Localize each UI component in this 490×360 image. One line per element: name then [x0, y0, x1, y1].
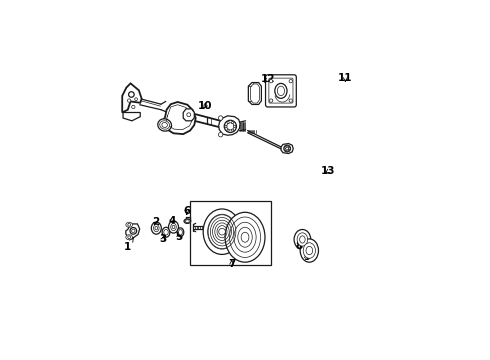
Circle shape [284, 145, 291, 152]
Ellipse shape [177, 228, 184, 237]
Ellipse shape [294, 229, 311, 249]
Ellipse shape [162, 122, 168, 127]
Circle shape [270, 80, 273, 83]
Text: 8: 8 [295, 240, 303, 251]
Ellipse shape [208, 214, 237, 249]
Ellipse shape [203, 209, 241, 255]
Circle shape [128, 236, 130, 239]
Ellipse shape [153, 225, 159, 232]
Ellipse shape [155, 226, 158, 230]
Circle shape [289, 80, 293, 83]
FancyBboxPatch shape [266, 75, 296, 107]
Ellipse shape [171, 223, 176, 231]
Circle shape [285, 149, 286, 151]
Ellipse shape [225, 212, 265, 262]
Ellipse shape [172, 225, 175, 229]
Circle shape [127, 99, 131, 102]
Text: 7: 7 [228, 258, 235, 269]
Ellipse shape [158, 119, 172, 131]
Text: 3: 3 [160, 234, 167, 244]
Text: 13: 13 [321, 166, 336, 176]
Polygon shape [183, 109, 195, 121]
Circle shape [224, 120, 237, 132]
Circle shape [287, 145, 289, 147]
Text: 4: 4 [169, 216, 176, 226]
Bar [190, 201, 271, 265]
Circle shape [227, 123, 234, 130]
Ellipse shape [277, 86, 285, 96]
Circle shape [287, 150, 289, 152]
Circle shape [231, 121, 234, 123]
Circle shape [135, 98, 138, 100]
Circle shape [234, 125, 236, 127]
FancyBboxPatch shape [269, 78, 293, 103]
Circle shape [286, 147, 289, 150]
Ellipse shape [275, 84, 287, 98]
Polygon shape [123, 112, 140, 121]
Circle shape [227, 129, 229, 131]
Ellipse shape [300, 236, 305, 243]
Circle shape [132, 105, 135, 109]
Ellipse shape [184, 219, 191, 223]
Circle shape [219, 116, 223, 120]
Ellipse shape [162, 227, 170, 237]
Ellipse shape [178, 229, 182, 235]
Polygon shape [126, 224, 140, 238]
Text: 1: 1 [123, 238, 133, 252]
Ellipse shape [300, 239, 318, 262]
Polygon shape [248, 82, 261, 104]
Ellipse shape [241, 232, 249, 242]
Circle shape [289, 148, 290, 149]
Ellipse shape [303, 243, 316, 258]
Circle shape [289, 99, 293, 102]
Ellipse shape [238, 227, 252, 247]
Text: 11: 11 [338, 73, 353, 83]
Circle shape [128, 223, 130, 226]
Circle shape [225, 125, 227, 127]
Polygon shape [281, 144, 293, 153]
Circle shape [130, 228, 137, 234]
Text: 2: 2 [152, 217, 159, 227]
Ellipse shape [126, 235, 132, 240]
Polygon shape [219, 116, 240, 135]
Circle shape [219, 132, 223, 137]
Circle shape [227, 121, 229, 123]
Text: 12: 12 [261, 74, 275, 84]
Text: 5: 5 [175, 232, 182, 242]
Circle shape [128, 92, 134, 97]
Ellipse shape [229, 217, 261, 257]
Ellipse shape [306, 246, 313, 255]
Text: 6: 6 [183, 207, 191, 216]
Circle shape [187, 113, 191, 117]
Ellipse shape [169, 221, 178, 233]
Ellipse shape [297, 233, 308, 246]
Ellipse shape [126, 222, 132, 227]
Circle shape [285, 147, 286, 148]
Circle shape [231, 129, 234, 131]
Polygon shape [164, 102, 196, 134]
Ellipse shape [151, 222, 161, 234]
Circle shape [219, 228, 225, 235]
Circle shape [270, 99, 273, 102]
Text: 10: 10 [198, 100, 213, 111]
Ellipse shape [185, 220, 189, 222]
Circle shape [132, 229, 135, 233]
Ellipse shape [160, 121, 170, 129]
Ellipse shape [164, 229, 168, 235]
Text: 9: 9 [303, 252, 310, 262]
Polygon shape [122, 84, 142, 112]
Ellipse shape [234, 222, 256, 252]
